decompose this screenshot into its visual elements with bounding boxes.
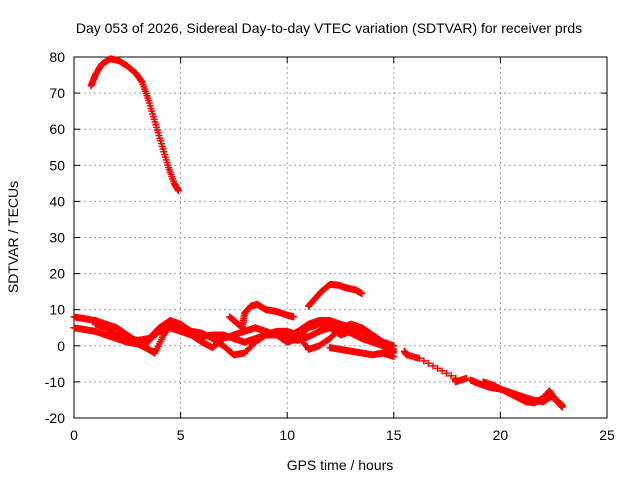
x-tick-label: 25 [599, 427, 615, 443]
x-tick-label: 0 [70, 427, 78, 443]
x-tick-label: 10 [279, 427, 295, 443]
data-point [415, 354, 423, 362]
series-arc-f [305, 280, 366, 310]
data-point [447, 372, 455, 380]
y-tick-label: 20 [49, 266, 65, 282]
series-arc-g [326, 344, 398, 361]
data-point [557, 402, 565, 410]
x-tick-label: 20 [493, 427, 509, 443]
series-arc-e [273, 324, 398, 355]
data-point [174, 187, 182, 195]
axis-ticks: 0 5 10 15 20 25 -20 -10 0 10 20 30 40 50 60 70 80 [45, 49, 615, 443]
series-arc-h [400, 347, 470, 386]
y-tick-label: 70 [49, 85, 65, 101]
y-tick-label: 0 [57, 338, 65, 354]
series-arc-high [87, 55, 182, 195]
data-point [462, 374, 470, 382]
data-point [420, 357, 428, 365]
series-arc-d [226, 300, 298, 332]
y-tick-label: 60 [49, 121, 65, 137]
data-point [443, 369, 451, 377]
series-arc-j [479, 378, 566, 411]
data-point [438, 367, 446, 375]
y-tick-label: -20 [45, 410, 65, 426]
data-point [358, 289, 366, 297]
x-axis-label: GPS time / hours [287, 457, 394, 473]
data-point [558, 403, 566, 411]
data-point [429, 362, 437, 370]
series-arc-c [91, 317, 398, 359]
x-tick-label: 15 [386, 427, 402, 443]
y-tick-label: 30 [49, 230, 65, 246]
y-axis-label: SDTVAR / TECUs [5, 181, 21, 293]
data-points [70, 55, 566, 411]
data-point [424, 359, 432, 367]
x-tick-label: 5 [177, 427, 185, 443]
data-point [390, 353, 398, 361]
chart-title: Day 053 of 2026, Sidereal Day-to-day VTE… [76, 20, 582, 36]
grid [74, 57, 607, 418]
y-tick-label: 80 [49, 49, 65, 65]
data-point [290, 313, 298, 321]
y-tick-label: 10 [49, 302, 65, 318]
y-tick-label: -10 [45, 374, 65, 390]
data-point [434, 364, 442, 372]
y-tick-label: 40 [49, 193, 65, 209]
y-tick-label: 50 [49, 157, 65, 173]
